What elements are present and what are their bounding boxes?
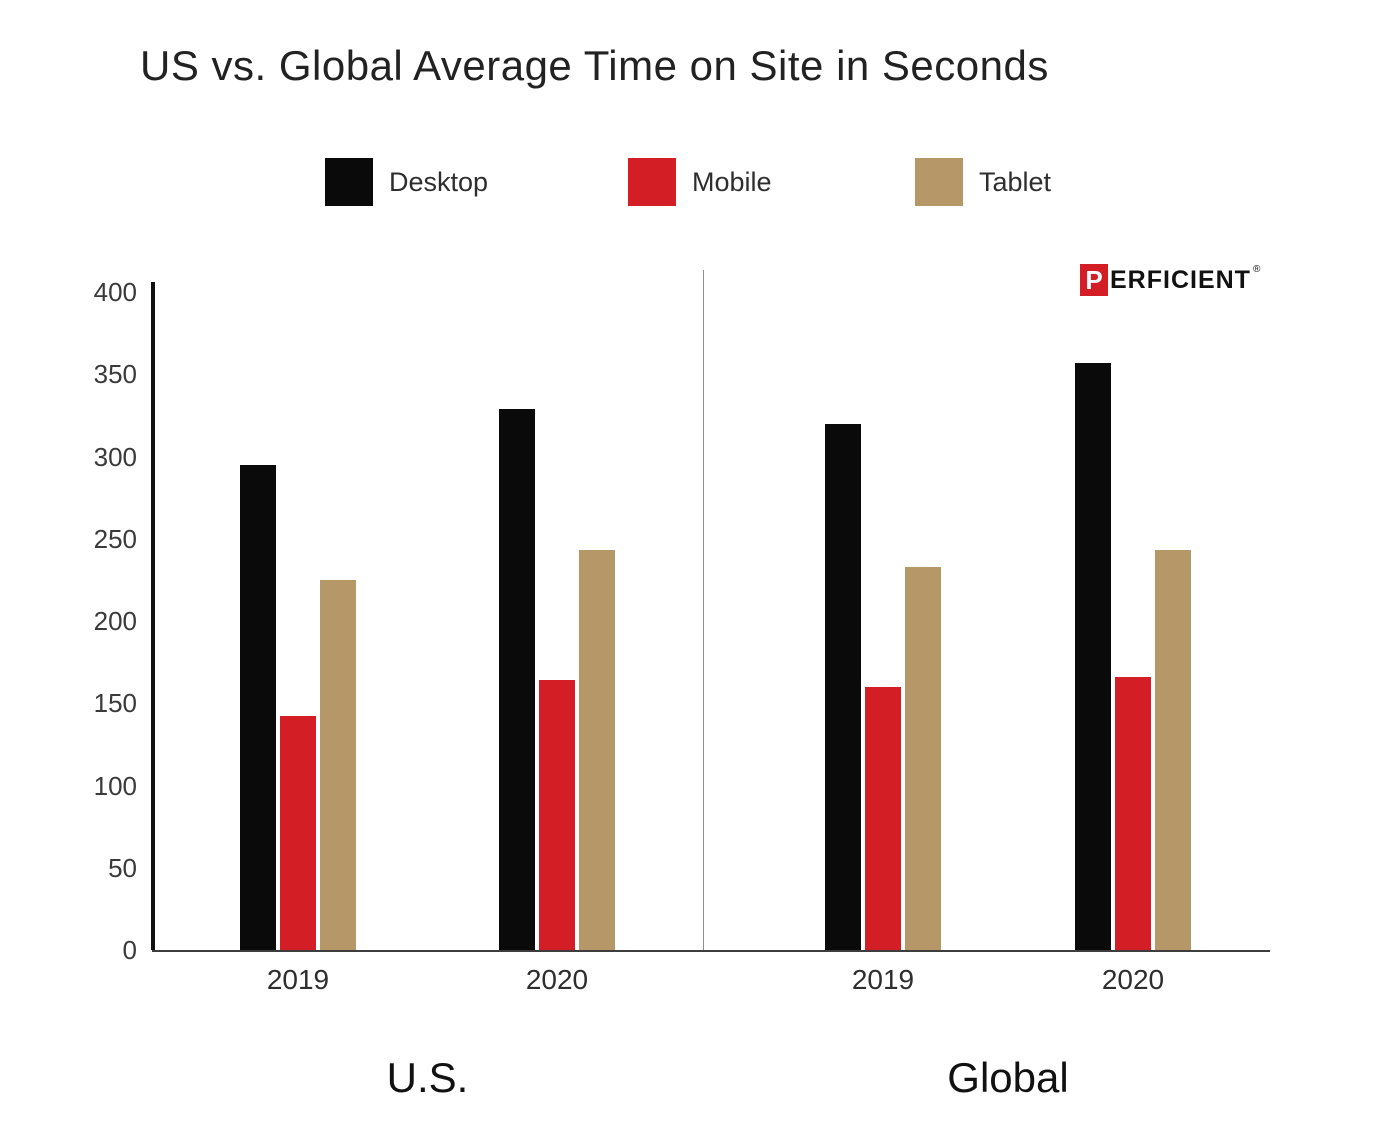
legend-label-tablet: Tablet [979,166,1052,197]
bar-mobile-2020 [1115,676,1151,950]
bar-tablet-2020 [1155,550,1191,950]
group-label-global: Global [947,1054,1069,1101]
y-tick-label: 50 [108,852,137,883]
bar-cluster-us-2020 [499,408,615,950]
bar-tablet-2019 [905,566,941,950]
legend-item-tablet: Tablet [915,158,1051,206]
legend-item-mobile: Mobile [628,158,772,206]
y-tick-label: 0 [122,935,137,965]
bar-tablet-2019 [320,579,356,950]
bar-desktop-2020 [1075,362,1111,950]
plot-area: 0 50 100 150 200 250 300 350 400 2019 2020 U.S. 2019… [94,270,1270,1101]
bar-tablet-2020 [579,550,615,950]
registered-trademark-icon: ® [1252,264,1261,275]
x-tick-label: 2020 [1101,964,1165,995]
perficient-logo: P ERFICIENT ® [1080,264,1260,296]
bar-mobile-2019 [280,716,316,950]
legend-swatch-tablet [915,158,963,206]
perficient-logo-mark: P [1080,264,1108,296]
y-tick-label: 350 [93,359,137,390]
bar-desktop-2020 [499,408,535,950]
y-tick-label: 150 [93,688,137,719]
bar-mobile-2019 [865,686,901,950]
perficient-logo-text: ERFICIENT [1110,266,1251,294]
y-axis-line [151,282,155,950]
group-divider-line [703,270,704,950]
bar-cluster-global-2020 [1075,362,1191,950]
x-tick-label: 2020 [525,964,589,995]
y-tick-label: 300 [93,441,137,472]
legend-swatch-desktop [325,158,373,206]
bar-cluster-us-2019 [240,464,356,950]
bar-desktop-2019 [825,423,861,950]
chart-title: US vs. Global Average Time on Site in Se… [140,42,1049,89]
x-axis-line [152,950,1270,952]
y-tick-label: 400 [93,277,137,307]
legend-label-desktop: Desktop [389,166,489,197]
bar-desktop-2019 [240,464,276,950]
y-tick-label: 100 [93,770,137,801]
legend-swatch-mobile [628,158,676,206]
group-label-us: U.S. [386,1054,469,1101]
y-tick-label: 250 [93,523,137,554]
x-tick-label: 2019 [266,964,330,995]
bar-mobile-2020 [539,680,575,950]
legend: Desktop Mobile Tablet [0,158,1396,208]
legend-item-desktop: Desktop [325,158,488,206]
x-tick-label: 2019 [851,964,915,995]
legend-label-mobile: Mobile [692,166,772,197]
y-tick-label: 200 [93,606,137,636]
bar-cluster-global-2019 [825,423,941,950]
